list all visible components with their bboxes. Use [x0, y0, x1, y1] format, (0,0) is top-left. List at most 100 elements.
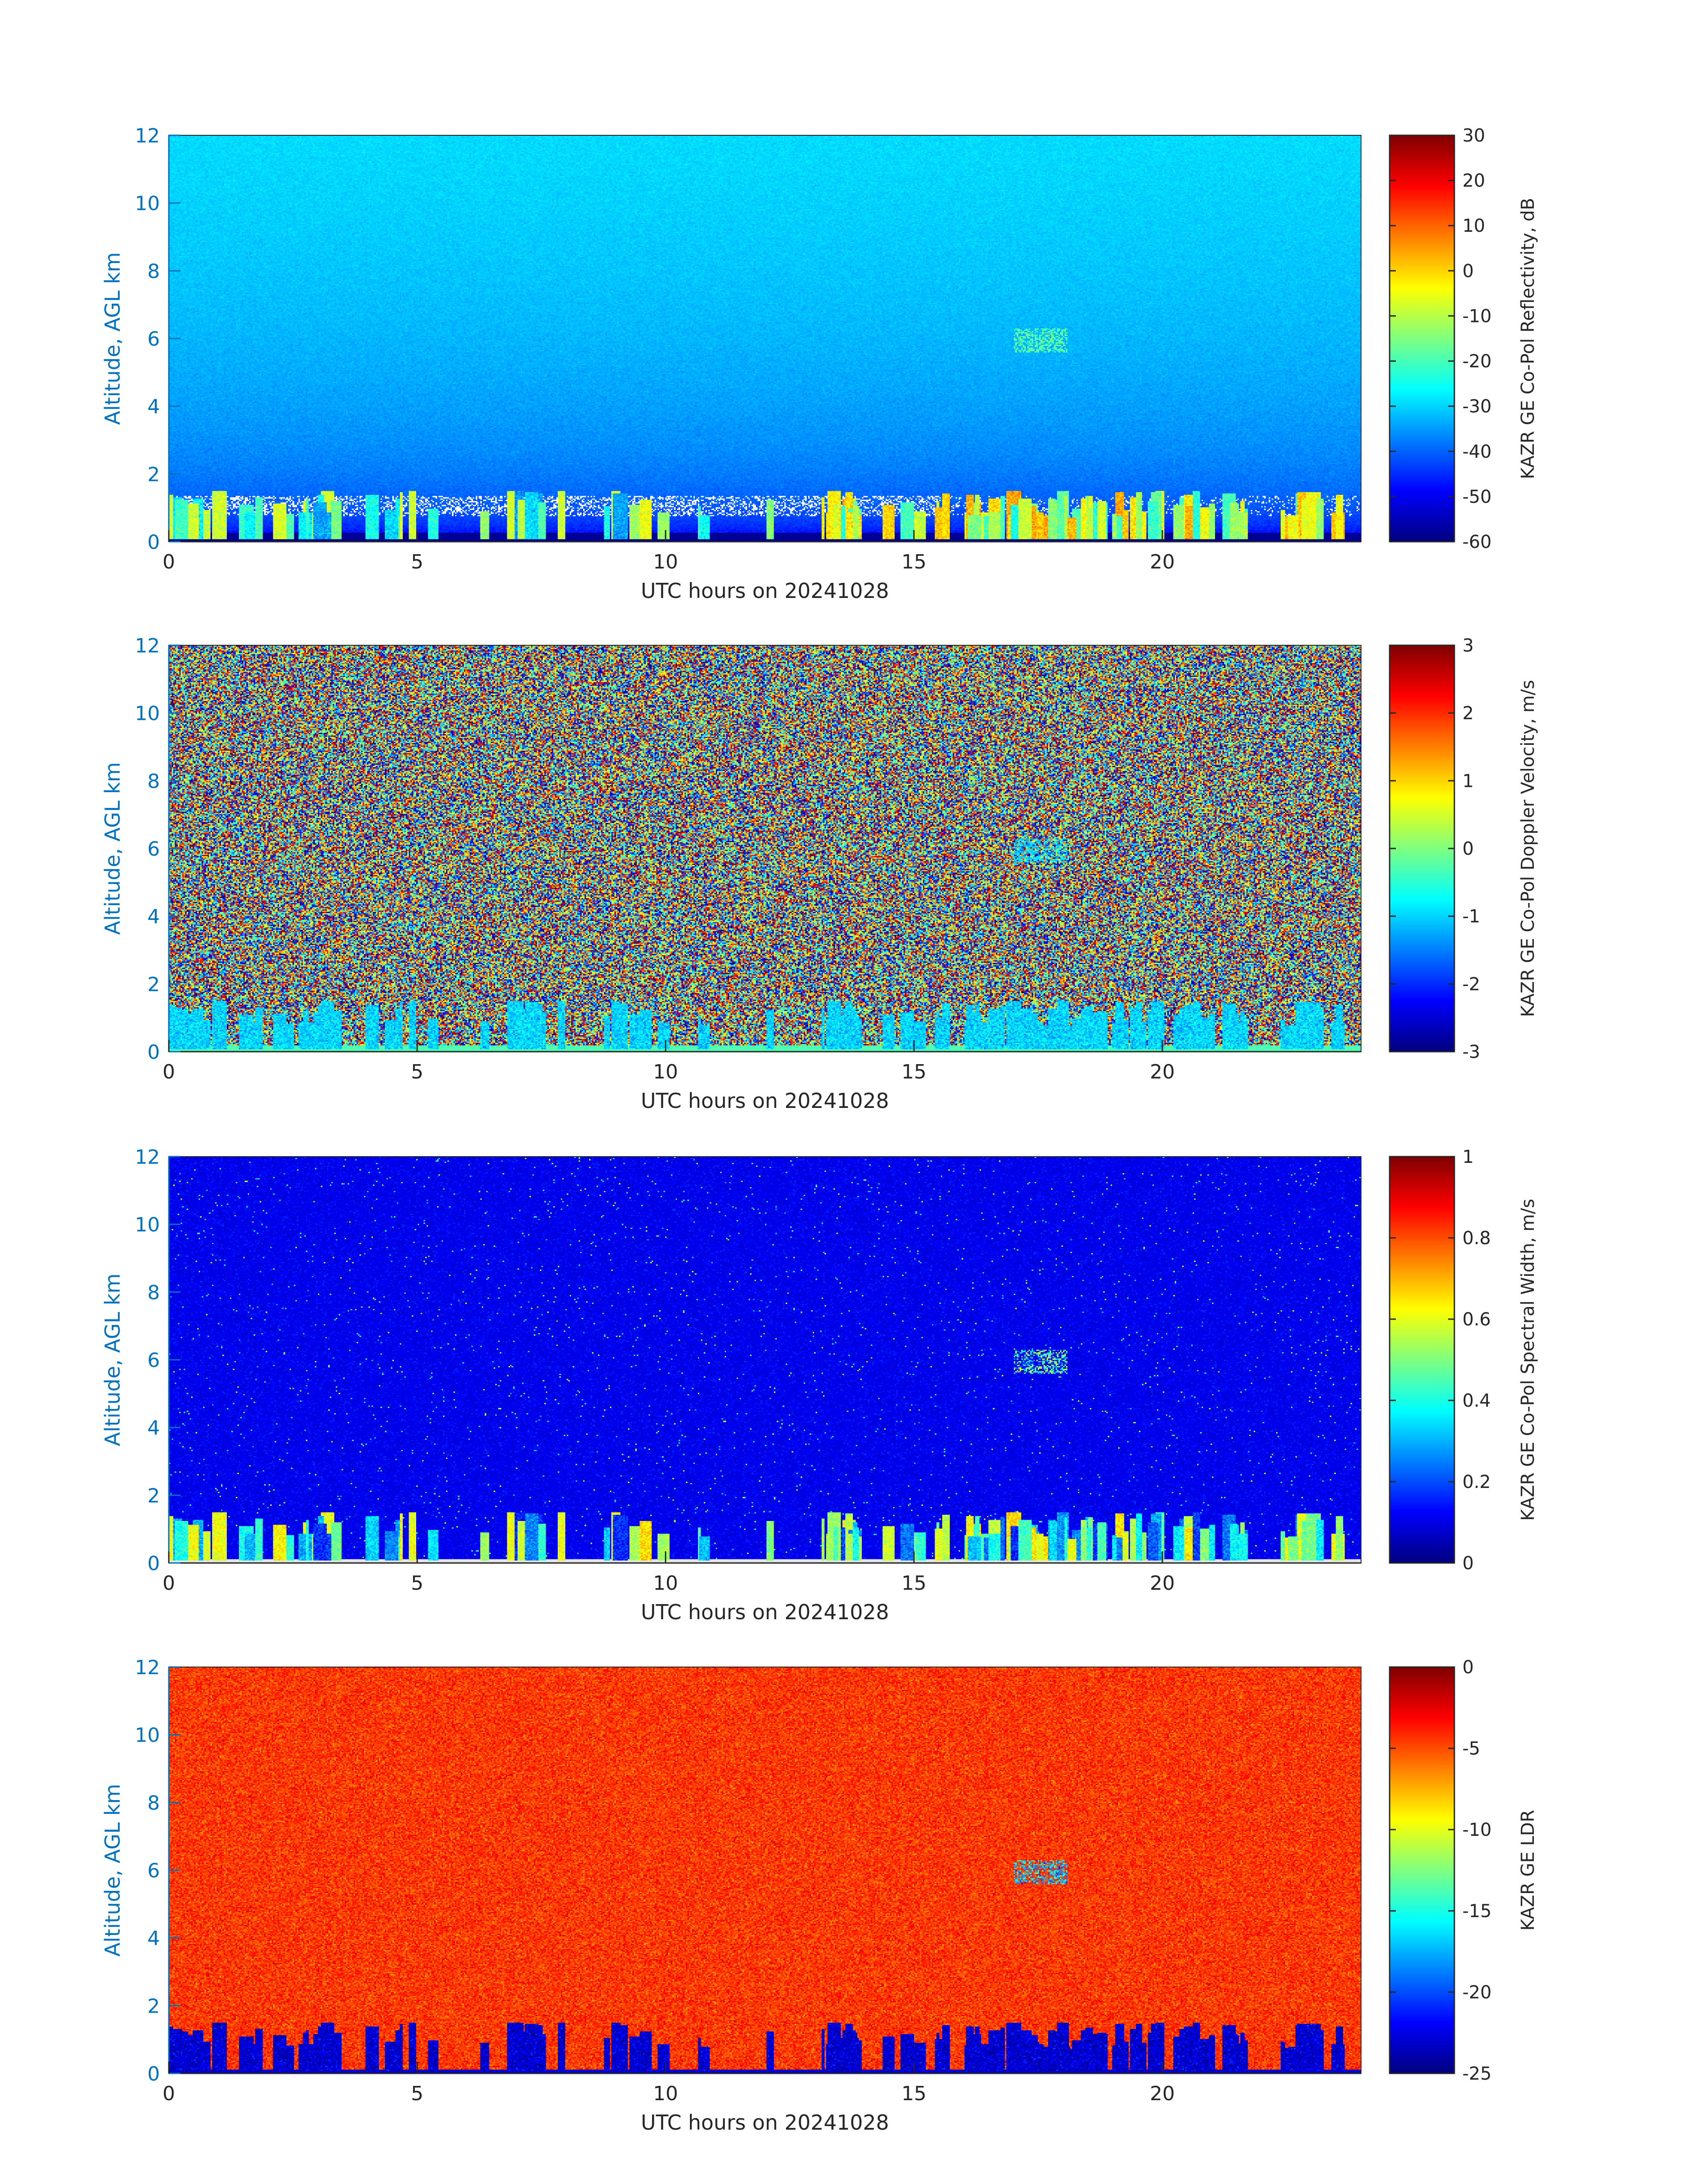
colorbar-tick-label: -2: [1462, 974, 1480, 994]
x-tick-label: 5: [411, 1572, 423, 1595]
axes-3: 0 2 4 6 8 10 12 0 5 10 15 20 UTC hours on 20241028 Al…: [100, 1146, 1361, 1624]
colorbar-gradient: [1390, 1157, 1454, 1563]
axes-4: 0 2 4 6 8 10 12 0 5 10 15 20 UTC hours on 20241028 Al…: [100, 1656, 1361, 2135]
colorbar-tick-label: 10: [1462, 216, 1485, 236]
colorbar-tick-label: 3: [1462, 635, 1474, 656]
y-tick-label: 10: [135, 1214, 160, 1237]
x-tick-label: 10: [653, 1572, 678, 1595]
heatmap-image: [169, 1157, 1361, 1563]
axes-2: 0 2 4 6 8 10 12 0 5 10 15 20 UTC hours on 20241028 Al…: [100, 635, 1361, 1113]
x-tick-label: 10: [653, 551, 678, 573]
x-tick-label: 5: [411, 1061, 423, 1083]
colorbar-tick-label: 0: [1462, 1657, 1474, 1678]
colorbar-label: KAZR GE Co-Pol Reflectivity, dB: [1518, 198, 1538, 479]
colorbar-tick-label: -10: [1462, 1820, 1491, 1840]
x-tick-label: 15: [902, 2082, 927, 2105]
y-tick-label: 0: [147, 531, 160, 554]
y-tick-label: 0: [147, 1552, 160, 1575]
y-tick-label: 12: [135, 1656, 160, 1679]
x-tick-label: 20: [1150, 1061, 1175, 1083]
colorbar-tick-label: 0: [1462, 261, 1474, 281]
colorbar-label: KAZR GE Co-Pol Doppler Velocity, m/s: [1518, 680, 1538, 1017]
y-axis-label: Altitude, AGL km: [100, 1784, 125, 1956]
y-tick-label: 12: [135, 635, 160, 657]
y-tick-label: 12: [135, 125, 160, 147]
x-tick-label: 5: [411, 2082, 423, 2105]
x-tick-label: 20: [1150, 551, 1175, 573]
axes-1: 0 2 4 6 8 10 12 0 5 10 15 20 UTC hours on 20241028 Al…: [100, 125, 1361, 603]
y-tick-label: 6: [147, 328, 160, 351]
y-axis-label: Altitude, AGL km: [100, 1273, 125, 1446]
colorbar-tick-label: 0.6: [1462, 1309, 1491, 1330]
y-tick-label: 10: [135, 702, 160, 725]
y-tick-label: 2: [147, 463, 160, 486]
colorbar-tick-label: 1: [1462, 1147, 1474, 1167]
y-tick-label: 4: [147, 906, 160, 928]
colorbar-tick-label: -30: [1462, 397, 1491, 417]
x-axis-label: UTC hours on 20241028: [641, 1600, 889, 1624]
colorbar-tick-label: -60: [1462, 532, 1491, 552]
colorbar-tick-label: 0.8: [1462, 1228, 1491, 1249]
x-tick-label: 5: [411, 551, 423, 573]
y-tick-label: 8: [147, 1281, 160, 1304]
colorbar-tick-label: -20: [1462, 1982, 1491, 2003]
colorbar-tick-label: -3: [1462, 1042, 1480, 1062]
y-tick-label: 8: [147, 770, 160, 793]
colorbar-tick-label: 2: [1462, 703, 1474, 724]
x-tick-label: 20: [1150, 1572, 1175, 1595]
x-tick-label: 0: [163, 1061, 175, 1083]
y-tick-label: 8: [147, 1792, 160, 1814]
colorbar-tick-label: 0.4: [1462, 1391, 1491, 1411]
heatmap-image: [169, 645, 1361, 1052]
colorbar-tick-label: 30: [1462, 125, 1485, 146]
x-tick-label: 20: [1150, 2082, 1175, 2105]
colorbar-gradient: [1390, 1667, 1454, 2073]
heatmap-image: [169, 1667, 1361, 2073]
colorbar-tick-label: 0.2: [1462, 1472, 1491, 1492]
colorbar-label: KAZR GE LDR: [1518, 1810, 1538, 1931]
heatmap-image: [169, 135, 1361, 542]
x-tick-label: 0: [163, 1572, 175, 1595]
colorbar-tick-label: -50: [1462, 487, 1491, 507]
y-axis-label: Altitude, AGL km: [100, 252, 125, 425]
y-tick-label: 2: [147, 1995, 160, 2018]
colorbar-tick-label: 20: [1462, 171, 1485, 191]
x-tick-label: 10: [653, 2082, 678, 2105]
y-tick-label: 4: [147, 1927, 160, 1950]
y-tick-label: 2: [147, 973, 160, 996]
colorbar-frame: [1389, 134, 1455, 543]
colorbar-tick-label: -25: [1462, 2064, 1491, 2084]
colorbar-frame: [1389, 1666, 1455, 2074]
x-axis-label: UTC hours on 20241028: [641, 2110, 889, 2135]
colorbar-tick-label: 0: [1462, 839, 1474, 859]
y-tick-label: 4: [147, 1417, 160, 1440]
colorbar-gradient: [1390, 645, 1454, 1052]
x-axis-label: UTC hours on 20241028: [641, 579, 889, 603]
colorbar-tick-label: 1: [1462, 771, 1474, 791]
colorbar-tick-label: -10: [1462, 306, 1491, 326]
x-axis-label: UTC hours on 20241028: [641, 1089, 889, 1113]
colorbar-tick-label: -40: [1462, 442, 1491, 462]
x-tick-label: 10: [653, 1061, 678, 1083]
y-tick-label: 10: [135, 192, 160, 215]
x-tick-label: 15: [902, 551, 927, 573]
x-tick-label: 0: [163, 551, 175, 573]
y-axis-label: Altitude, AGL km: [100, 762, 125, 935]
y-tick-label: 6: [147, 1859, 160, 1882]
y-tick-label: 8: [147, 260, 160, 283]
x-tick-label: 0: [163, 2082, 175, 2105]
x-tick-label: 15: [902, 1061, 927, 1083]
colorbar-tick-label: -5: [1462, 1738, 1480, 1759]
y-tick-label: 0: [147, 1041, 160, 1064]
colorbar-tick-label: -15: [1462, 1901, 1491, 1922]
colorbar-tick-label: -1: [1462, 907, 1480, 927]
colorbar-tick-label: -20: [1462, 351, 1491, 372]
y-tick-label: 10: [135, 1724, 160, 1747]
y-tick-label: 0: [147, 2063, 160, 2085]
colorbar-label: KAZR GE Co-Pol Spectral Width, m/s: [1518, 1199, 1538, 1521]
colorbar-frame: [1389, 1156, 1455, 1564]
y-tick-label: 2: [147, 1484, 160, 1507]
y-tick-label: 6: [147, 1349, 160, 1372]
colorbar-gradient: [1390, 135, 1454, 542]
